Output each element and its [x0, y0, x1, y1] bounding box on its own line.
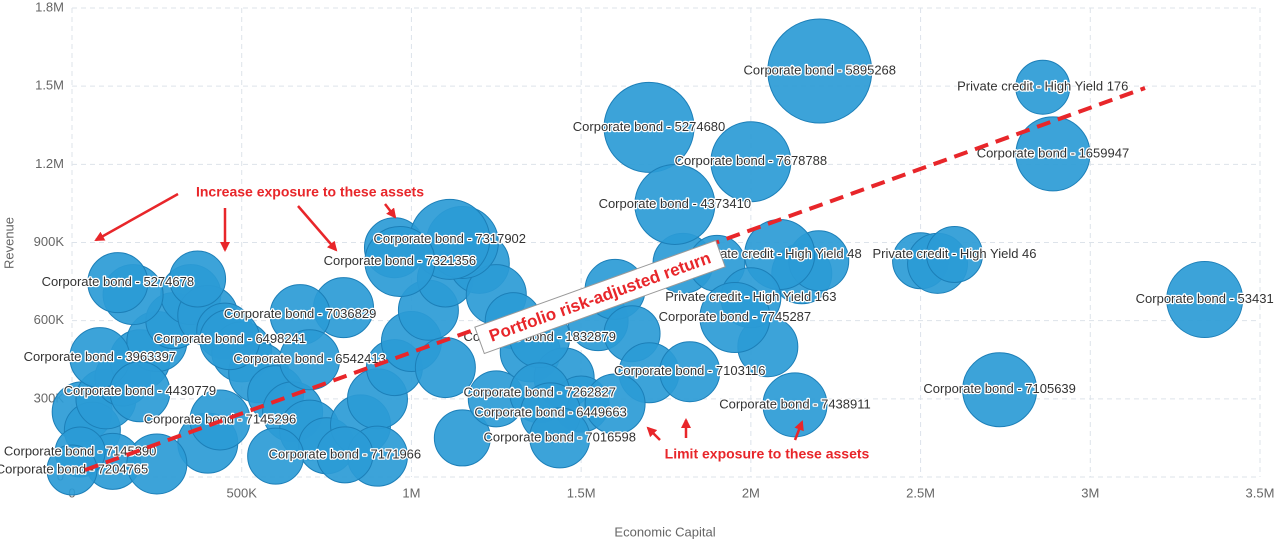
x-tick-label: 3.5M [1246, 485, 1275, 500]
bubble [433, 409, 491, 467]
bubble [926, 225, 984, 283]
arrow [793, 420, 804, 441]
bubble-label: Corporate bond - 7262827 [463, 384, 616, 399]
bubble [46, 444, 98, 496]
bubble [169, 250, 227, 308]
bubble-label: Corporate bond - 7171966 [269, 446, 422, 461]
y-tick-label: 600K [34, 312, 65, 327]
bubble-label: Corporate bond - 4430779 [64, 383, 217, 398]
y-tick-label: 1.2M [35, 156, 64, 171]
bubble [584, 373, 646, 435]
bubble [1015, 59, 1071, 115]
bubble-label: Private credit - High Yield 46 [872, 246, 1036, 261]
x-axis-label: Economic Capital [614, 524, 715, 539]
bubble [603, 81, 695, 173]
bubble [767, 18, 873, 124]
x-tick-label: 1.5M [567, 485, 596, 500]
x-tick-label: 2.5M [906, 485, 935, 500]
bubble [109, 361, 171, 423]
bubble-label: Corporate bond - 7317902 [374, 231, 527, 246]
bubble-label: Corporate bond - 7036829 [224, 306, 377, 321]
bubble-label: Private credit - High Yield 176 [957, 79, 1128, 94]
y-tick-label: 1.8M [35, 0, 64, 14]
y-axis-label: Revenue [1, 217, 16, 269]
bubble-label: Corporate bond - 7678788 [675, 153, 828, 168]
limit-note: Limit exposure to these assets [665, 446, 870, 462]
bubble-label: Corporate bond - 5274678 [42, 274, 195, 289]
bubble-label: Corporate bond - 7145390 [4, 443, 157, 458]
bubble [247, 427, 305, 485]
arrow [384, 203, 397, 219]
bubble [69, 327, 131, 389]
bubble-label: Corporate bond - 5274680 [573, 119, 726, 134]
bubble-label: Corporate bond - 53431 [1136, 291, 1274, 306]
bubble [279, 329, 341, 391]
bubble-label: Corporate bond - 6498241 [154, 331, 307, 346]
x-tick-label: 1M [402, 485, 420, 500]
bubble [1166, 261, 1244, 339]
arrow [646, 426, 661, 441]
trend-label-box [474, 239, 726, 355]
bubble [659, 341, 721, 403]
bubble [364, 226, 436, 298]
bubble-label: Corporate bond - 6449663 [474, 404, 627, 419]
bubble-label: Corporate bond - 7105639 [923, 381, 1076, 396]
bubble-label: Corporate bond - 7745287 [659, 309, 812, 324]
bubble-label: Private credit - High Yield 163 [665, 289, 836, 304]
bubble-label: Corporate bond - 6542413 [233, 351, 386, 366]
arrow [297, 205, 338, 252]
bubble-label: Corporate bond - 3963397 [24, 349, 177, 364]
x-tick-label: 500K [227, 485, 258, 500]
x-tick-label: 2M [742, 485, 760, 500]
bubble-label: Corporate bond - 7145296 [144, 411, 297, 426]
bubble [1015, 116, 1091, 192]
y-tick-label: 900K [34, 234, 65, 249]
bubble-label: Corporate bond - 7438911 [719, 396, 871, 411]
bubble [699, 282, 771, 354]
bubble [962, 352, 1038, 428]
bubble-label: Corporate bond - 4373410 [599, 196, 752, 211]
bubble-label: Corporate bond - 7103116 [614, 363, 766, 378]
bubble-label: Corporate bond - 5895268 [744, 62, 897, 77]
bubble [126, 433, 188, 495]
bubble [199, 309, 261, 371]
bubble [87, 252, 149, 314]
increase-note: Increase exposure to these assets [196, 184, 424, 200]
x-tick-label: 3M [1081, 485, 1099, 500]
bubble [634, 163, 716, 245]
bubble [710, 121, 792, 203]
bubble [529, 407, 591, 469]
bubble [316, 426, 374, 484]
bubble-label: Corporate bond - 1659947 [977, 145, 1130, 160]
arrow [94, 192, 179, 242]
bubble-label: Corporate bond - 7321356 [324, 253, 477, 268]
y-tick-label: 1.5M [35, 78, 64, 93]
bubble-label: Private credit - High Yield 48 [698, 246, 862, 261]
bubble-label: Corporate bond - 7016598 [484, 429, 637, 444]
bubble [414, 337, 476, 399]
bubble-label: Corporate bond - 7204765 [0, 461, 148, 476]
